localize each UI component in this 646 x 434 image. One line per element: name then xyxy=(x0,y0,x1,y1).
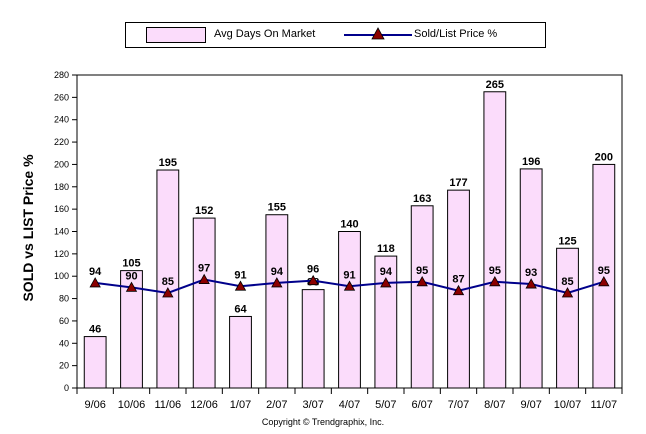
line-value-label: 94 xyxy=(89,266,102,278)
bar-value-label: 125 xyxy=(558,235,576,247)
line-value-label: 94 xyxy=(380,266,393,278)
line-point xyxy=(89,277,101,288)
legend-line-swatch xyxy=(344,27,412,40)
x-tick-label: 10/07 xyxy=(554,399,582,411)
bar-value-label: 152 xyxy=(195,205,213,217)
bar xyxy=(410,205,434,389)
line-value-label: 95 xyxy=(416,265,428,277)
y-tick-label: 280 xyxy=(54,70,69,80)
line-value-label: 93 xyxy=(525,267,537,279)
bar xyxy=(483,91,507,389)
line-value-label: 91 xyxy=(343,269,355,281)
y-tick-label: 100 xyxy=(54,271,69,281)
bar xyxy=(374,255,398,389)
line-point xyxy=(598,275,610,287)
legend-bar-label: Avg Days On Market xyxy=(214,28,316,40)
line-point xyxy=(452,284,465,296)
line-value-label: 85 xyxy=(162,276,174,288)
y-tick-label: 40 xyxy=(59,338,69,348)
bar-value-label: 196 xyxy=(522,156,540,168)
line-point xyxy=(561,287,574,298)
x-tick-label: 8/07 xyxy=(484,399,505,411)
line-value-label: 97 xyxy=(198,263,210,275)
bar xyxy=(265,214,289,389)
bar-value-label: 265 xyxy=(486,79,504,91)
line-point xyxy=(307,274,319,286)
y-tick-label: 200 xyxy=(54,159,69,169)
bar-value-label: 140 xyxy=(340,219,358,231)
line-point xyxy=(489,275,501,287)
bar xyxy=(556,247,579,389)
x-tick-label: 1/07 xyxy=(230,399,251,411)
line-value-label: 91 xyxy=(234,269,246,281)
y-tick-label: 140 xyxy=(54,227,69,237)
x-tick-label: 3/07 xyxy=(302,399,323,411)
line-point xyxy=(380,277,392,288)
bar-value-label: 105 xyxy=(122,258,140,270)
line-value-label: 90 xyxy=(125,270,137,282)
bar xyxy=(301,289,325,389)
bar xyxy=(156,169,180,389)
y-tick-label: 180 xyxy=(54,182,69,192)
line-point xyxy=(343,280,356,291)
y-tick-label: 60 xyxy=(59,316,69,326)
bar xyxy=(338,231,361,389)
y-tick-label: 260 xyxy=(54,92,69,102)
x-tick-label: 9/06 xyxy=(84,399,105,411)
line-value-label: 87 xyxy=(452,274,464,286)
bar-value-label: 163 xyxy=(413,193,431,205)
x-tick-label: 12/06 xyxy=(190,399,218,411)
line-value-label: 96 xyxy=(307,264,319,276)
line-point xyxy=(125,281,138,292)
line-value-label: 85 xyxy=(561,276,573,288)
x-tick-label: 4/07 xyxy=(339,399,360,411)
line-value-label: 95 xyxy=(598,265,610,277)
line-point xyxy=(234,280,247,291)
line-point xyxy=(525,278,537,289)
x-tick-label: 10/06 xyxy=(118,399,146,411)
x-tick-label: 9/07 xyxy=(520,399,541,411)
bar xyxy=(192,217,216,389)
legend-line-label: Sold/List Price % xyxy=(414,28,498,40)
bar-value-label: 46 xyxy=(89,324,101,336)
y-tick-label: 0 xyxy=(64,383,69,393)
line-value-label: 94 xyxy=(271,266,284,278)
bar xyxy=(120,270,143,389)
line-point xyxy=(198,273,210,284)
bar-value-label: 177 xyxy=(449,177,467,189)
legend: Avg Days On Market Sold/List Price % xyxy=(125,22,546,48)
bar-value-label: 155 xyxy=(268,202,286,214)
x-tick-label: 7/07 xyxy=(448,399,469,411)
y-tick-label: 220 xyxy=(54,137,69,147)
y-tick-label: 80 xyxy=(59,294,69,304)
copyright-text: Copyright © Trendgraphix, Inc. xyxy=(261,417,385,427)
x-tick-label: 2/07 xyxy=(266,399,287,411)
x-tick-label: 5/07 xyxy=(375,399,396,411)
y-tick-label: 20 xyxy=(59,361,69,371)
bar-value-label: 64 xyxy=(234,303,247,315)
bar xyxy=(229,315,252,389)
y-tick-label: 240 xyxy=(54,115,69,125)
line-point xyxy=(271,277,283,288)
y-tick-label: 120 xyxy=(54,249,69,259)
line-point xyxy=(162,287,174,298)
x-tick-label: 11/07 xyxy=(590,399,617,411)
legend-bar-swatch xyxy=(146,27,206,43)
x-tick-label: 11/06 xyxy=(154,399,181,411)
y-tick-label: 160 xyxy=(54,204,69,214)
bar-value-label: 195 xyxy=(159,157,177,169)
x-tick-label: 6/07 xyxy=(411,399,432,411)
bar xyxy=(83,336,107,389)
bar-value-label: 118 xyxy=(377,243,395,255)
line-point xyxy=(416,275,428,287)
bar-value-label: 200 xyxy=(595,151,613,163)
line-value-label: 95 xyxy=(489,265,501,277)
